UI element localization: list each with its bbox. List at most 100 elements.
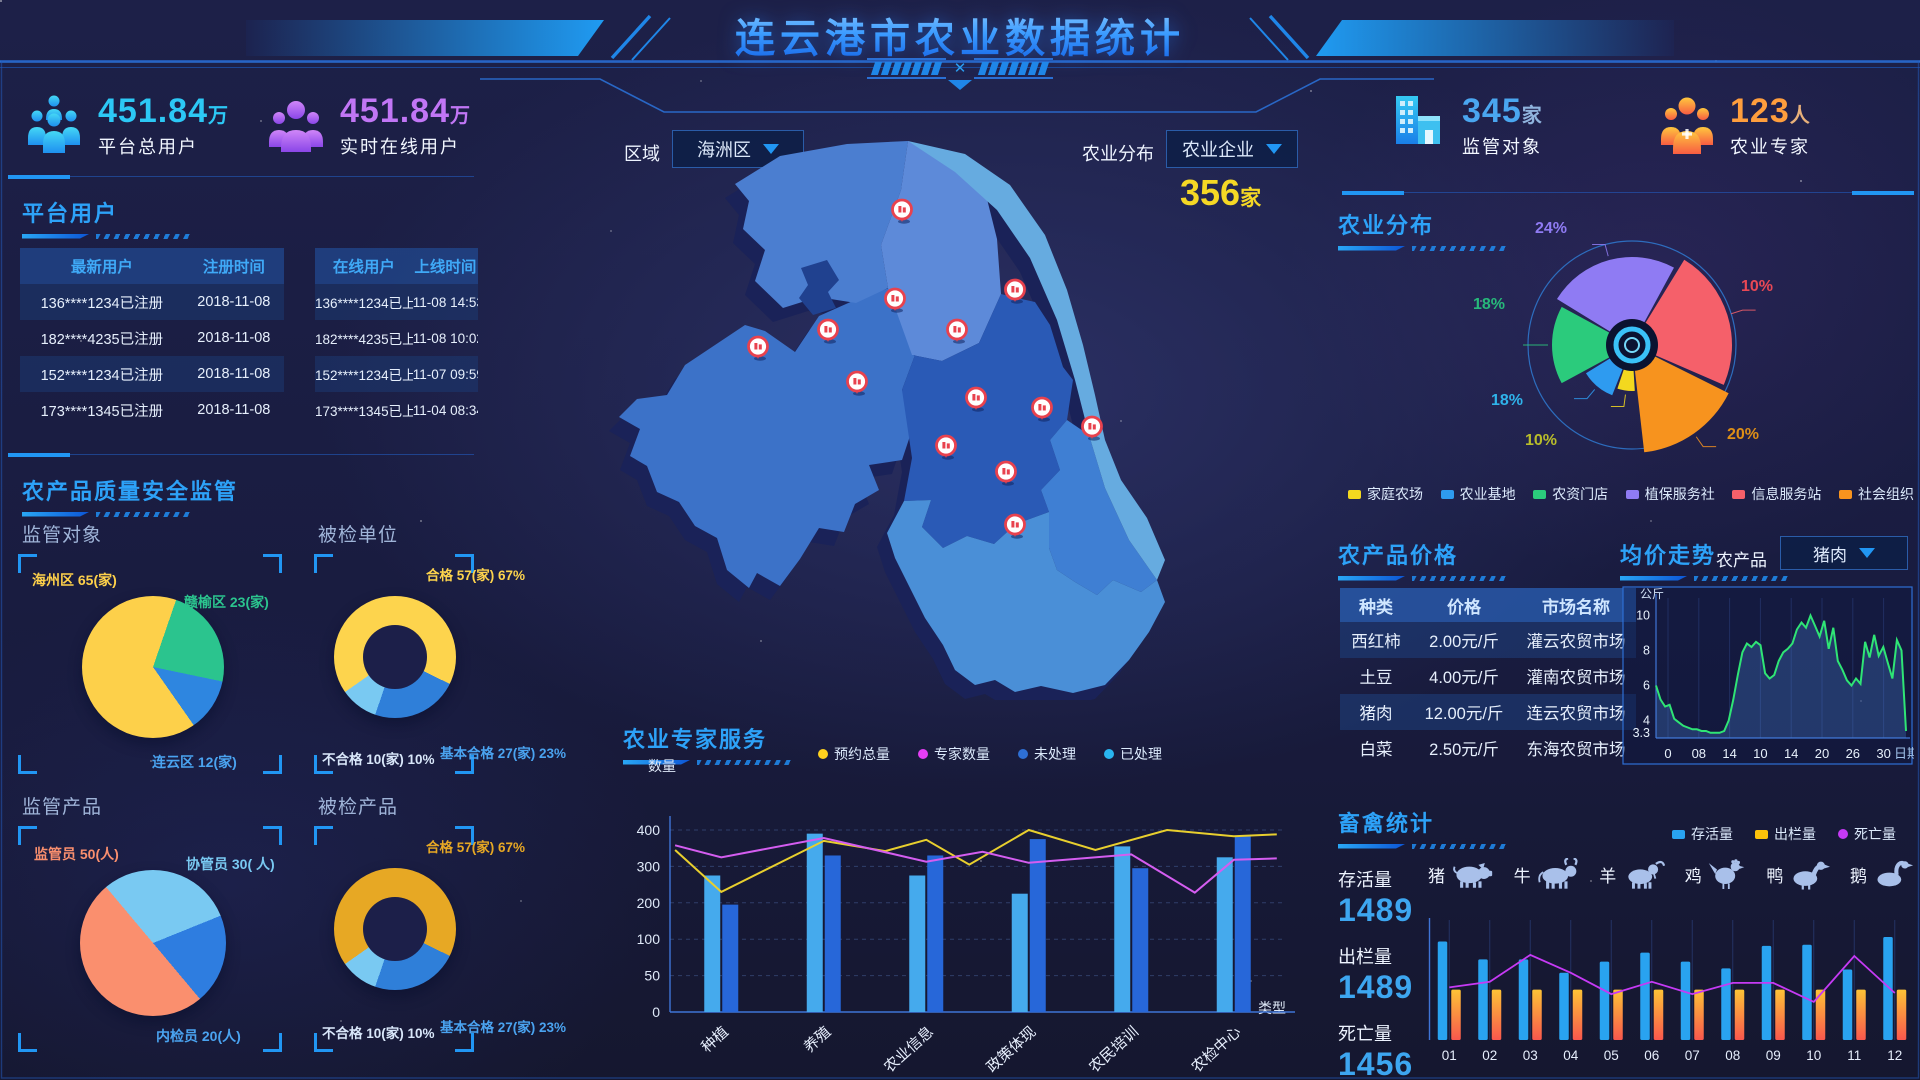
legend-item[interactable]: 已处理 [1104,744,1162,764]
rose-pct-label: 10% [1741,278,1774,295]
legend-item[interactable]: 植保服务社 [1625,484,1715,504]
svg-text:14: 14 [1722,746,1736,761]
bar-pending[interactable] [927,855,944,1012]
map-pins[interactable] [747,198,1103,539]
map-pin[interactable] [965,386,987,412]
pie-label: 合格 57(家) 67% [426,840,526,855]
bar-slaughter[interactable] [1856,989,1866,1040]
bar-processed[interactable] [1216,857,1233,1012]
legend-item[interactable]: 信息服务站 [1732,484,1821,504]
chart-panel-inspected-units: 合格 57(家) 67% 不合格 10(家) 10% 基本合格 27(家) 23… [314,554,566,774]
map-pin[interactable] [884,287,906,313]
rose-slice[interactable] [1585,357,1624,396]
bar-survival[interactable] [1478,959,1488,1040]
bar-processed[interactable] [1011,893,1028,1012]
animal-sheep: 羊 [1599,858,1666,890]
bar-slaughter[interactable] [1491,989,1502,1040]
bar-survival[interactable] [1761,945,1772,1040]
map-pin[interactable] [995,460,1017,486]
bar-slaughter[interactable] [1775,989,1785,1040]
rose-slice[interactable] [1644,259,1732,385]
pie-supervision-objects[interactable] [82,596,224,738]
bar-pending[interactable] [1132,868,1149,1012]
legend-marker [1104,749,1114,759]
bar-survival[interactable] [1842,969,1853,1040]
map-pin[interactable] [846,370,868,396]
bar-slaughter[interactable] [1653,989,1664,1040]
bar-survival[interactable] [1721,968,1731,1040]
bar-slaughter[interactable] [1896,989,1907,1040]
rose-chart-wrap: 24% 10% 18% 18% 10% 20% [1455,218,1810,475]
bar-processed[interactable] [909,875,926,1013]
map-pin[interactable] [891,198,913,224]
legend-item[interactable]: 社会组织 [1838,484,1914,504]
chart-subtitle: 被检单位 [318,525,399,546]
legend-item[interactable]: 农资门店 [1533,484,1608,504]
bar-survival[interactable] [1883,936,1893,1040]
legend-label: 农业基地 [1459,486,1516,502]
bar-survival[interactable] [1599,961,1610,1040]
donut-inspected-units[interactable] [334,596,456,718]
map-pin[interactable] [747,335,769,361]
map-pin[interactable] [1004,278,1026,304]
bar-slaughter[interactable] [1451,989,1461,1040]
map-pin[interactable] [1081,415,1103,441]
header-left-decoration [246,20,604,56]
rose-slice[interactable] [1556,257,1674,333]
legend-item[interactable]: 出栏量 [1755,824,1816,844]
legend-label: 已处理 [1120,746,1162,762]
bar-slaughter[interactable] [1572,989,1583,1040]
legend-item[interactable]: 家庭农场 [1348,484,1423,504]
legend-item[interactable]: 死亡量 [1838,824,1896,844]
bar-survival[interactable] [1802,944,1812,1040]
bar-pending[interactable] [1029,839,1046,1012]
region-map[interactable] [605,140,1325,700]
svg-text:10: 10 [1806,1048,1821,1063]
bar-slaughter[interactable] [1815,989,1826,1040]
svg-text:8: 8 [1643,644,1650,658]
bar-processed[interactable] [806,833,823,1012]
legend-marker [1755,829,1768,839]
bar-slaughter[interactable] [1613,989,1623,1040]
legend-item[interactable]: 存活量 [1672,824,1733,844]
bar-survival[interactable] [1680,961,1691,1040]
rose-slice[interactable] [1552,306,1611,384]
table-cell: 11-07 09:59 [412,366,478,382]
bar-survival[interactable] [1437,941,1448,1040]
bar-slaughter[interactable] [1734,989,1745,1040]
legend-item[interactable]: 预约总量 [818,744,890,764]
bar-processed[interactable] [704,875,721,1013]
bar-survival[interactable] [1559,972,1569,1040]
bar-survival[interactable] [1518,959,1529,1040]
svg-text:26: 26 [1846,746,1860,761]
rose-slice[interactable] [1634,355,1729,453]
legend-item[interactable]: 专家数量 [918,744,990,764]
pie-supervision-products[interactable] [80,870,226,1016]
enterprise-count: 356家 [1180,172,1261,214]
legend-label: 出栏量 [1774,826,1816,842]
donut-inspected-products[interactable] [334,868,456,990]
distribution-select[interactable]: 农业企业 [1166,130,1298,168]
rose-slice[interactable] [1617,367,1635,391]
map-pin[interactable] [935,434,957,460]
bar-survival[interactable] [1640,952,1650,1040]
bar-processed[interactable] [1114,846,1131,1012]
legend-item[interactable]: 未处理 [1018,744,1076,764]
product-select[interactable]: 猪肉 [1780,536,1908,570]
agri-distribution-rose-chart[interactable] [1455,218,1810,475]
bar-pending[interactable] [1234,835,1251,1012]
map-pin[interactable] [1004,513,1026,539]
region-select-label: 区域 [624,144,660,164]
bar-pending[interactable] [824,855,841,1012]
bar-pending[interactable] [722,904,739,1012]
bar-slaughter[interactable] [1532,989,1542,1040]
column-header: 注册时间 [202,259,265,276]
livestock-legend: 存活量 出栏量 死亡量 [1672,824,1896,844]
legend-item[interactable]: 农业基地 [1440,484,1516,504]
map-pin[interactable] [946,318,968,344]
map-pin[interactable] [817,318,839,344]
map-pin[interactable] [1031,396,1053,422]
svg-text:09: 09 [1766,1048,1781,1063]
experts-icon [1661,97,1713,154]
bar-slaughter[interactable] [1694,989,1704,1040]
